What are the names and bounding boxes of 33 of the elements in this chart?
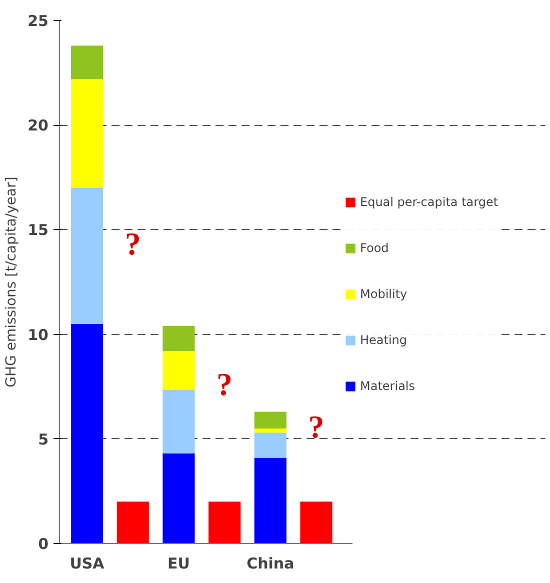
x-tick-label: USA: [70, 554, 105, 572]
legend-label: Materials: [360, 379, 416, 393]
bar: [162, 351, 195, 390]
bar: [300, 502, 332, 544]
x-tick-label: EU: [167, 554, 190, 572]
y-tick-label: 0: [38, 535, 48, 553]
y-axis-title: GHG emissions [t/capita/year]: [4, 176, 20, 388]
y-tick-label: 10: [28, 326, 48, 344]
bar: [162, 390, 195, 454]
bar: [162, 326, 195, 352]
bar: [70, 46, 104, 80]
legend-label: Food: [360, 241, 390, 255]
bar: [208, 502, 241, 544]
legend-label: Mobility: [360, 287, 408, 301]
x-tick-label: China: [246, 554, 294, 572]
bar: [254, 428, 286, 433]
y-tick-label: 25: [28, 12, 48, 30]
bar: [254, 458, 286, 544]
bar: [254, 412, 286, 428]
annotation: ?: [124, 226, 141, 262]
bar: [70, 188, 104, 324]
y-tick-label: 15: [28, 221, 48, 240]
bar: [70, 324, 104, 544]
bar: [70, 79, 104, 188]
bar: [254, 432, 286, 458]
y-tick-label: 5: [38, 430, 48, 448]
legend-label: Heating: [360, 333, 408, 347]
legend-label: Equal per-capita target: [360, 195, 498, 209]
y-tick-label: 20: [28, 116, 48, 135]
bar: [162, 454, 195, 544]
bar: [116, 502, 149, 544]
annotation: ?: [308, 408, 324, 445]
annotation: ?: [216, 366, 233, 402]
